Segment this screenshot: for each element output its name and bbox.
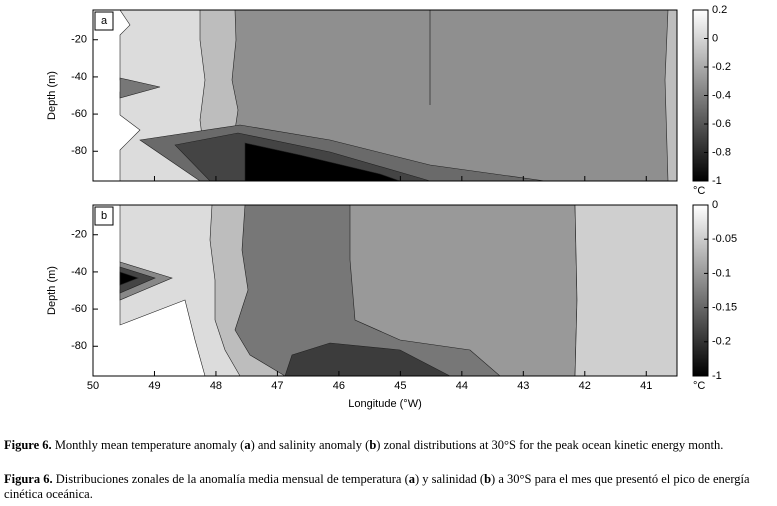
y-tick-label: -40 bbox=[71, 71, 87, 83]
y-tick-label: -60 bbox=[71, 303, 87, 315]
caption-text: b bbox=[484, 472, 492, 486]
caption-text: Distribuciones zonales de la anomalía me… bbox=[52, 472, 409, 486]
plot-frame bbox=[92, 204, 678, 377]
x-axis-label: Longitude (°W) bbox=[348, 398, 422, 410]
x-tick-label: 49 bbox=[148, 380, 160, 392]
colorbar-tick-label: 0 bbox=[712, 32, 718, 44]
panel-label-box bbox=[94, 11, 114, 31]
colorbar-tick-label: -0.05 bbox=[712, 233, 737, 245]
x-tick-label: 44 bbox=[456, 380, 468, 392]
caption-en: Figure 6. Monthly mean temperature anoma… bbox=[4, 438, 774, 453]
colorbar-tick-label: -0.2 bbox=[712, 61, 731, 73]
caption-text: b bbox=[369, 438, 377, 452]
caption-es: Figura 6. Distribuciones zonales de la a… bbox=[4, 472, 774, 502]
x-tick-label: 42 bbox=[579, 380, 591, 392]
caption-text: ) y salinidad ( bbox=[414, 472, 485, 486]
y-axis-label: Depth (m) bbox=[46, 266, 58, 315]
colorbar-tick-label: 0 bbox=[712, 199, 718, 211]
contour-field-a bbox=[92, 9, 678, 182]
caption-label: Figure 6. bbox=[4, 438, 52, 452]
y-tick-label: -40 bbox=[71, 266, 87, 278]
y-tick-label: -80 bbox=[71, 145, 87, 157]
x-tick-label: 46 bbox=[333, 380, 345, 392]
panel-label: a bbox=[101, 15, 108, 27]
colorbar-tick-label: -1 bbox=[712, 370, 722, 382]
x-tick-label: 43 bbox=[517, 380, 529, 392]
plot-frame bbox=[92, 9, 678, 182]
panel-label-box bbox=[94, 206, 114, 226]
contour-region bbox=[119, 77, 161, 99]
x-tick-label: 41 bbox=[640, 380, 652, 392]
figure: -20 -40 -60 -80 Depth (m) a 0.2 0 -0.2 -0.4 -0.6 -0… bbox=[46, 4, 737, 410]
colorbar-unit: °C bbox=[693, 380, 705, 392]
colorbar bbox=[692, 204, 709, 377]
caption-label: Figura 6. bbox=[4, 472, 53, 486]
x-tick-label: 48 bbox=[210, 380, 222, 392]
y-tick-label: -60 bbox=[71, 108, 87, 120]
caption-text: ) a 30°S para el mes que presentó el pic… bbox=[4, 472, 750, 501]
caption-text: a bbox=[408, 472, 415, 486]
caption-text: a bbox=[244, 438, 251, 452]
colorbar-tick-label: -0.1 bbox=[712, 267, 731, 279]
caption-text: Monthly mean temperature anomaly ( bbox=[51, 438, 245, 452]
caption-text: ) and salinity anomaly ( bbox=[250, 438, 370, 452]
contour-field-b bbox=[92, 204, 678, 377]
x-tick-label: 47 bbox=[271, 380, 283, 392]
x-tick-label: 45 bbox=[394, 380, 406, 392]
colorbar-tick-label: -0.2 bbox=[712, 336, 731, 348]
x-tick-label: 50 bbox=[87, 380, 99, 392]
colorbar-tick-label: -0.6 bbox=[712, 118, 731, 130]
y-axis-label: Depth (m) bbox=[46, 71, 58, 120]
contour-region bbox=[244, 142, 401, 182]
caption-text: ) zonal distributions at 30°S for the pe… bbox=[376, 438, 724, 452]
colorbar-tick-label: -0.15 bbox=[712, 302, 737, 314]
contour-region bbox=[119, 271, 139, 286]
colorbar-tick-label: -0.8 bbox=[712, 146, 731, 158]
colorbar-tick-label: -0.4 bbox=[712, 89, 731, 101]
y-tick-label: -20 bbox=[71, 34, 87, 46]
y-tick-label: -80 bbox=[71, 340, 87, 352]
y-tick-label: -20 bbox=[71, 229, 87, 241]
colorbar-tick-label: 0.2 bbox=[712, 4, 727, 16]
colorbar-unit: °C bbox=[693, 185, 705, 197]
colorbar-tick-label: -1 bbox=[712, 175, 722, 187]
contour-region bbox=[574, 204, 678, 377]
panel-label: b bbox=[101, 210, 107, 222]
